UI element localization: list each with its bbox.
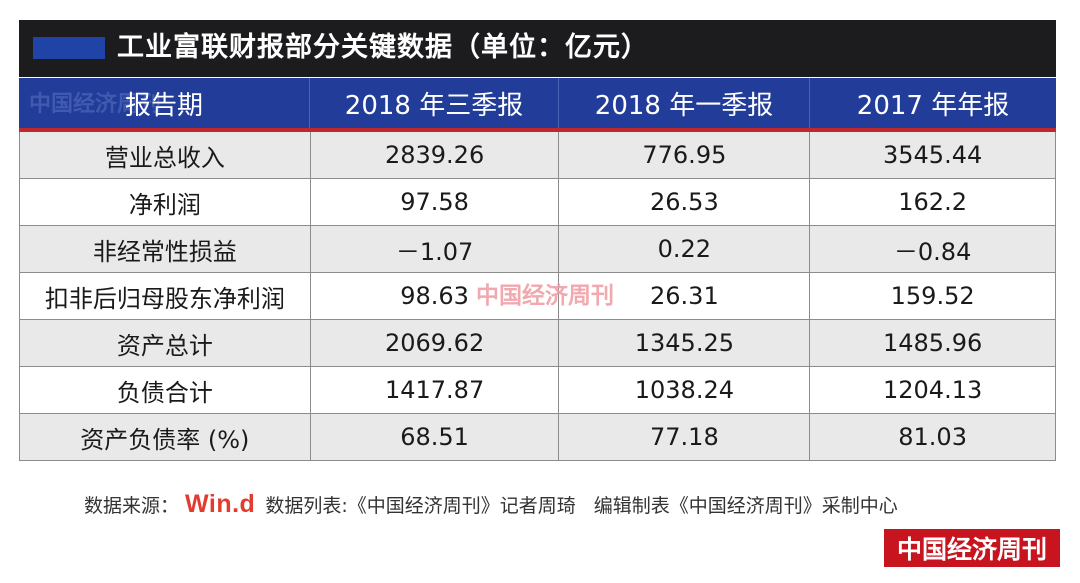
table-cell: 97.58 — [311, 179, 560, 225]
table-cell: 2069.62 — [311, 320, 560, 366]
page-title: 工业富联财报部分关键数据（单位：亿元） — [117, 32, 649, 63]
table-cell: 0.22 — [559, 226, 811, 272]
table-cell: 159.52 — [810, 273, 1057, 319]
footer-credits: 数据来源： Win.d 数据列表:《中国经济周刊》记者周琦 编辑制表《中国经济周… — [84, 490, 898, 519]
table-cell: －1.07 — [311, 226, 560, 272]
table-cell: 68.51 — [311, 414, 560, 460]
table-cell: 1038.24 — [559, 367, 811, 413]
wind-logo: Win.d — [185, 490, 256, 518]
header-watermark: 中国经济周刊 — [29, 91, 162, 117]
row-label: 扣非后归母股东净利润 — [20, 273, 311, 319]
table-cell: －0.84 — [810, 226, 1057, 272]
table-row: 营业总收入 2839.26 776.95 3545.44 — [20, 132, 1057, 179]
brand-logo: 中国经济周刊 — [884, 529, 1060, 567]
table-row: 负债合计 1417.87 1038.24 1204.13 — [20, 367, 1057, 414]
table-cell: 2839.26 — [311, 132, 560, 178]
table-cell: 77.18 — [559, 414, 811, 460]
row-label: 资产总计 — [20, 320, 311, 366]
header-cell-2018q1: 2018 年一季报 — [559, 78, 810, 128]
table-header-row: 中国经济周刊 报告期 2018 年三季报 2018 年一季报 2017 年年报 — [19, 78, 1056, 132]
title-bar: 工业富联财报部分关键数据（单位：亿元） — [19, 20, 1056, 77]
row-label: 净利润 — [20, 179, 311, 225]
center-watermark: 中国经济周刊 — [476, 282, 614, 309]
row-label: 负债合计 — [20, 367, 311, 413]
row-label: 资产负债率 (%) — [20, 414, 311, 460]
table-row: 资产负债率 (%) 68.51 77.18 81.03 — [20, 414, 1057, 461]
source-label: 数据来源： — [84, 495, 180, 517]
table-cell: 1485.96 — [810, 320, 1057, 366]
table-cell: 1417.87 — [311, 367, 560, 413]
table-cell: 1345.25 — [559, 320, 811, 366]
table-body: 营业总收入 2839.26 776.95 3545.44 净利润 97.58 2… — [19, 132, 1057, 461]
table-cell: 26.31 — [559, 273, 811, 319]
row-label: 非经常性损益 — [20, 226, 311, 272]
table-cell: 81.03 — [810, 414, 1057, 460]
table-cell: 162.2 — [810, 179, 1057, 225]
table-cell: 776.95 — [559, 132, 811, 178]
row-label: 营业总收入 — [20, 132, 311, 178]
table-cell: 26.53 — [559, 179, 811, 225]
table-row: 资产总计 2069.62 1345.25 1485.96 — [20, 320, 1057, 367]
table-row: 非经常性损益 －1.07 0.22 －0.84 — [20, 226, 1057, 273]
table-row: 扣非后归母股东净利润 98.63 26.31 159.52 — [20, 273, 1057, 320]
title-accent-bar — [33, 37, 105, 59]
header-cell-2017annual: 2017 年年报 — [856, 90, 1010, 121]
header-cell-2018q3: 2018 年三季报 — [310, 78, 559, 128]
table-cell: 3545.44 — [810, 132, 1057, 178]
compiled-by-text: 数据列表:《中国经济周刊》记者周琦 — [265, 495, 576, 517]
table-row: 净利润 97.58 26.53 162.2 — [20, 179, 1057, 226]
header-cell-period: 中国经济周刊 报告期 — [19, 78, 310, 128]
header-label: 报告期 — [125, 90, 204, 121]
table-cell: 1204.13 — [810, 367, 1057, 413]
edited-by-text: 编辑制表《中国经济周刊》采制中心 — [593, 495, 898, 517]
table-cell: 98.63 — [311, 273, 560, 319]
data-table: 中国经济周刊 报告期 2018 年三季报 2018 年一季报 2017 年年报 … — [19, 78, 1057, 461]
